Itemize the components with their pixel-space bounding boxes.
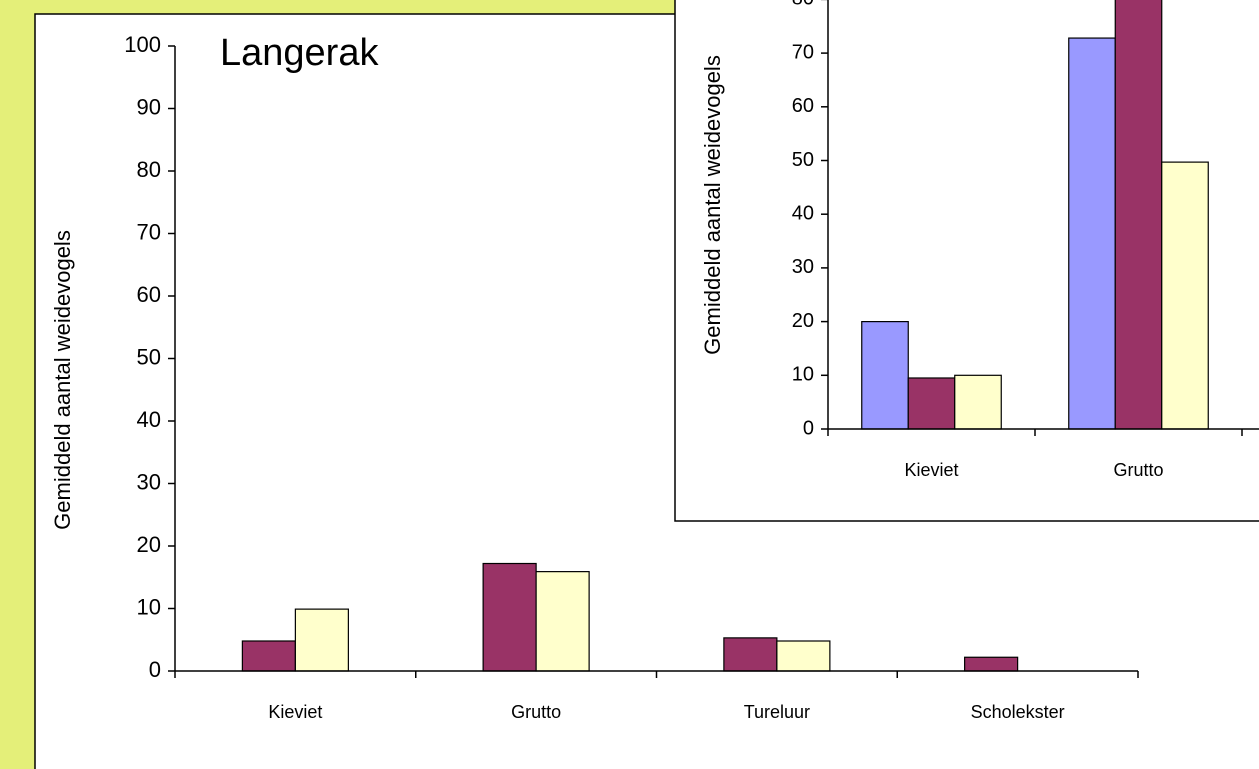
x-tick-label: Kieviet (904, 460, 958, 480)
y-tick-label: 10 (137, 594, 161, 619)
y-tick-label: 70 (792, 41, 814, 63)
x-tick-label: Grutto (511, 702, 561, 722)
bar (861, 321, 909, 430)
y-tick-label: 40 (792, 202, 814, 224)
bar (241, 640, 296, 672)
chart-title: Langerak (220, 32, 379, 74)
y-axis-label: Gemiddeld aantal weidevogels (700, 55, 725, 355)
y-tick-label: 50 (137, 344, 161, 369)
y-tick-label: 80 (137, 157, 161, 182)
y-tick-label: 10 (792, 364, 814, 386)
bar (907, 377, 956, 430)
y-tick-label: 60 (137, 282, 161, 307)
y-tick-label: 20 (137, 532, 161, 557)
bar (964, 656, 1019, 672)
bar (1114, 0, 1163, 430)
y-tick-label: 80 (792, 0, 814, 10)
bar (954, 374, 1002, 430)
bar (1068, 37, 1116, 430)
y-tick-label: 0 (803, 417, 814, 439)
y-tick-label: 70 (137, 219, 161, 244)
bar (294, 608, 349, 672)
bar (535, 571, 590, 672)
bar (1161, 161, 1209, 430)
x-tick-label: Kieviet (268, 702, 322, 722)
bar (776, 640, 831, 672)
y-axis-label: Gemiddeld aantal weidevogels (50, 230, 75, 530)
inset-chart: Gemiddeld aantal weidevogels 0 10 20 30 40 50… (700, 0, 1259, 480)
y-tick-label: 30 (792, 256, 814, 278)
y-tick-label: 100 (124, 32, 161, 57)
y-tick-label: 60 (792, 95, 814, 117)
y-tick-label: 40 (137, 407, 161, 432)
y-tick-label: 0 (149, 657, 161, 682)
bar (482, 562, 537, 672)
y-tick-label: 30 (137, 469, 161, 494)
x-tick-label: Scholekster (971, 702, 1065, 722)
x-tick-label: Grutto (1113, 460, 1163, 480)
y-tick-label: 50 (792, 149, 814, 171)
y-tick-label: 90 (137, 94, 161, 119)
y-tick-label: 20 (792, 310, 814, 332)
bar (723, 637, 778, 672)
x-tick-label: Tureluur (744, 702, 810, 722)
main-chart: Langerak Gemiddeld aantal weidevogels 0 1… (50, 32, 1139, 722)
